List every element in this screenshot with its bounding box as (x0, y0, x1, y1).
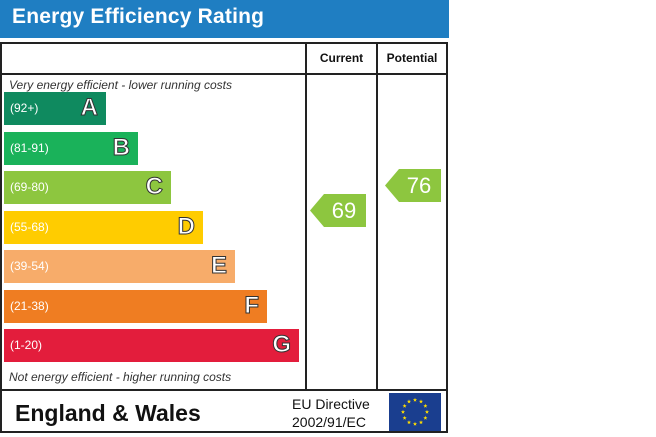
band-g: (1-20) G (4, 329, 299, 362)
eu-star (412, 421, 418, 426)
title-bar: Energy Efficiency Rating (0, 0, 449, 38)
band-e: (39-54) E (4, 250, 235, 283)
band-letter-label: G (272, 331, 292, 359)
eu-star (406, 399, 412, 404)
band-letter-label: E (210, 252, 227, 280)
potential-rating-value: 76 (406, 172, 432, 198)
eu-flag-icon (389, 393, 441, 431)
directive-line-1: EU Directive (292, 396, 370, 412)
rating-chart: Current Potential Very energy efficient … (0, 42, 448, 433)
eu-star (402, 403, 407, 408)
current-header: Current (319, 51, 364, 65)
header-divider (2, 73, 446, 75)
band-letter-label: D (177, 212, 195, 240)
eu-star (400, 409, 406, 414)
current-rating-value: 69 (331, 198, 357, 223)
band-range-label: (92+) (10, 101, 39, 115)
eu-star (418, 420, 424, 425)
eu-star (406, 420, 412, 425)
potential-arrow-shape (385, 168, 441, 202)
current-arrow-shape (310, 194, 366, 227)
band-d: (55-68) D (4, 210, 203, 244)
inefficient-note: Not energy efficient - higher running co… (9, 370, 232, 384)
current-rating-arrow: 69 (310, 194, 366, 227)
band-a: (92+) A (4, 92, 106, 125)
band-f: (21-38) F (4, 289, 267, 323)
directive-line-2: 2002/91/EC (292, 414, 366, 430)
band-letter-label: F (244, 291, 260, 319)
eu-directive: EU Directive 2002/91/EC (292, 395, 370, 431)
potential-rating-arrow: 76 (385, 168, 441, 202)
band-range-label: (69-80) (10, 180, 49, 194)
footer-divider (2, 389, 446, 391)
band-letter-label: A (80, 94, 98, 122)
band-range-label: (21-38) (10, 298, 49, 313)
potential-column-divider (376, 44, 378, 389)
current-column-divider (305, 44, 307, 389)
eu-star (423, 403, 428, 408)
band-letter-label: C (145, 173, 163, 201)
eu-star (412, 397, 418, 402)
band-b: (81-91) B (4, 131, 138, 165)
band-range-label: (55-68) (10, 219, 49, 234)
efficient-note: Very energy efficient - lower running co… (9, 78, 232, 92)
potential-header: Potential (386, 51, 438, 65)
band-range-label: (39-54) (10, 259, 49, 273)
band-range-label: (81-91) (10, 140, 49, 155)
eu-star (423, 415, 428, 420)
eu-star (418, 399, 424, 404)
country-label: England & Wales (15, 400, 201, 426)
band-range-label: (1-20) (10, 338, 43, 352)
band-c: (69-80) C (4, 171, 171, 204)
eu-star (402, 415, 407, 420)
eu-star (424, 409, 430, 414)
band-letter-label: B (112, 133, 130, 161)
chart-title: Energy Efficiency Rating (12, 5, 265, 28)
